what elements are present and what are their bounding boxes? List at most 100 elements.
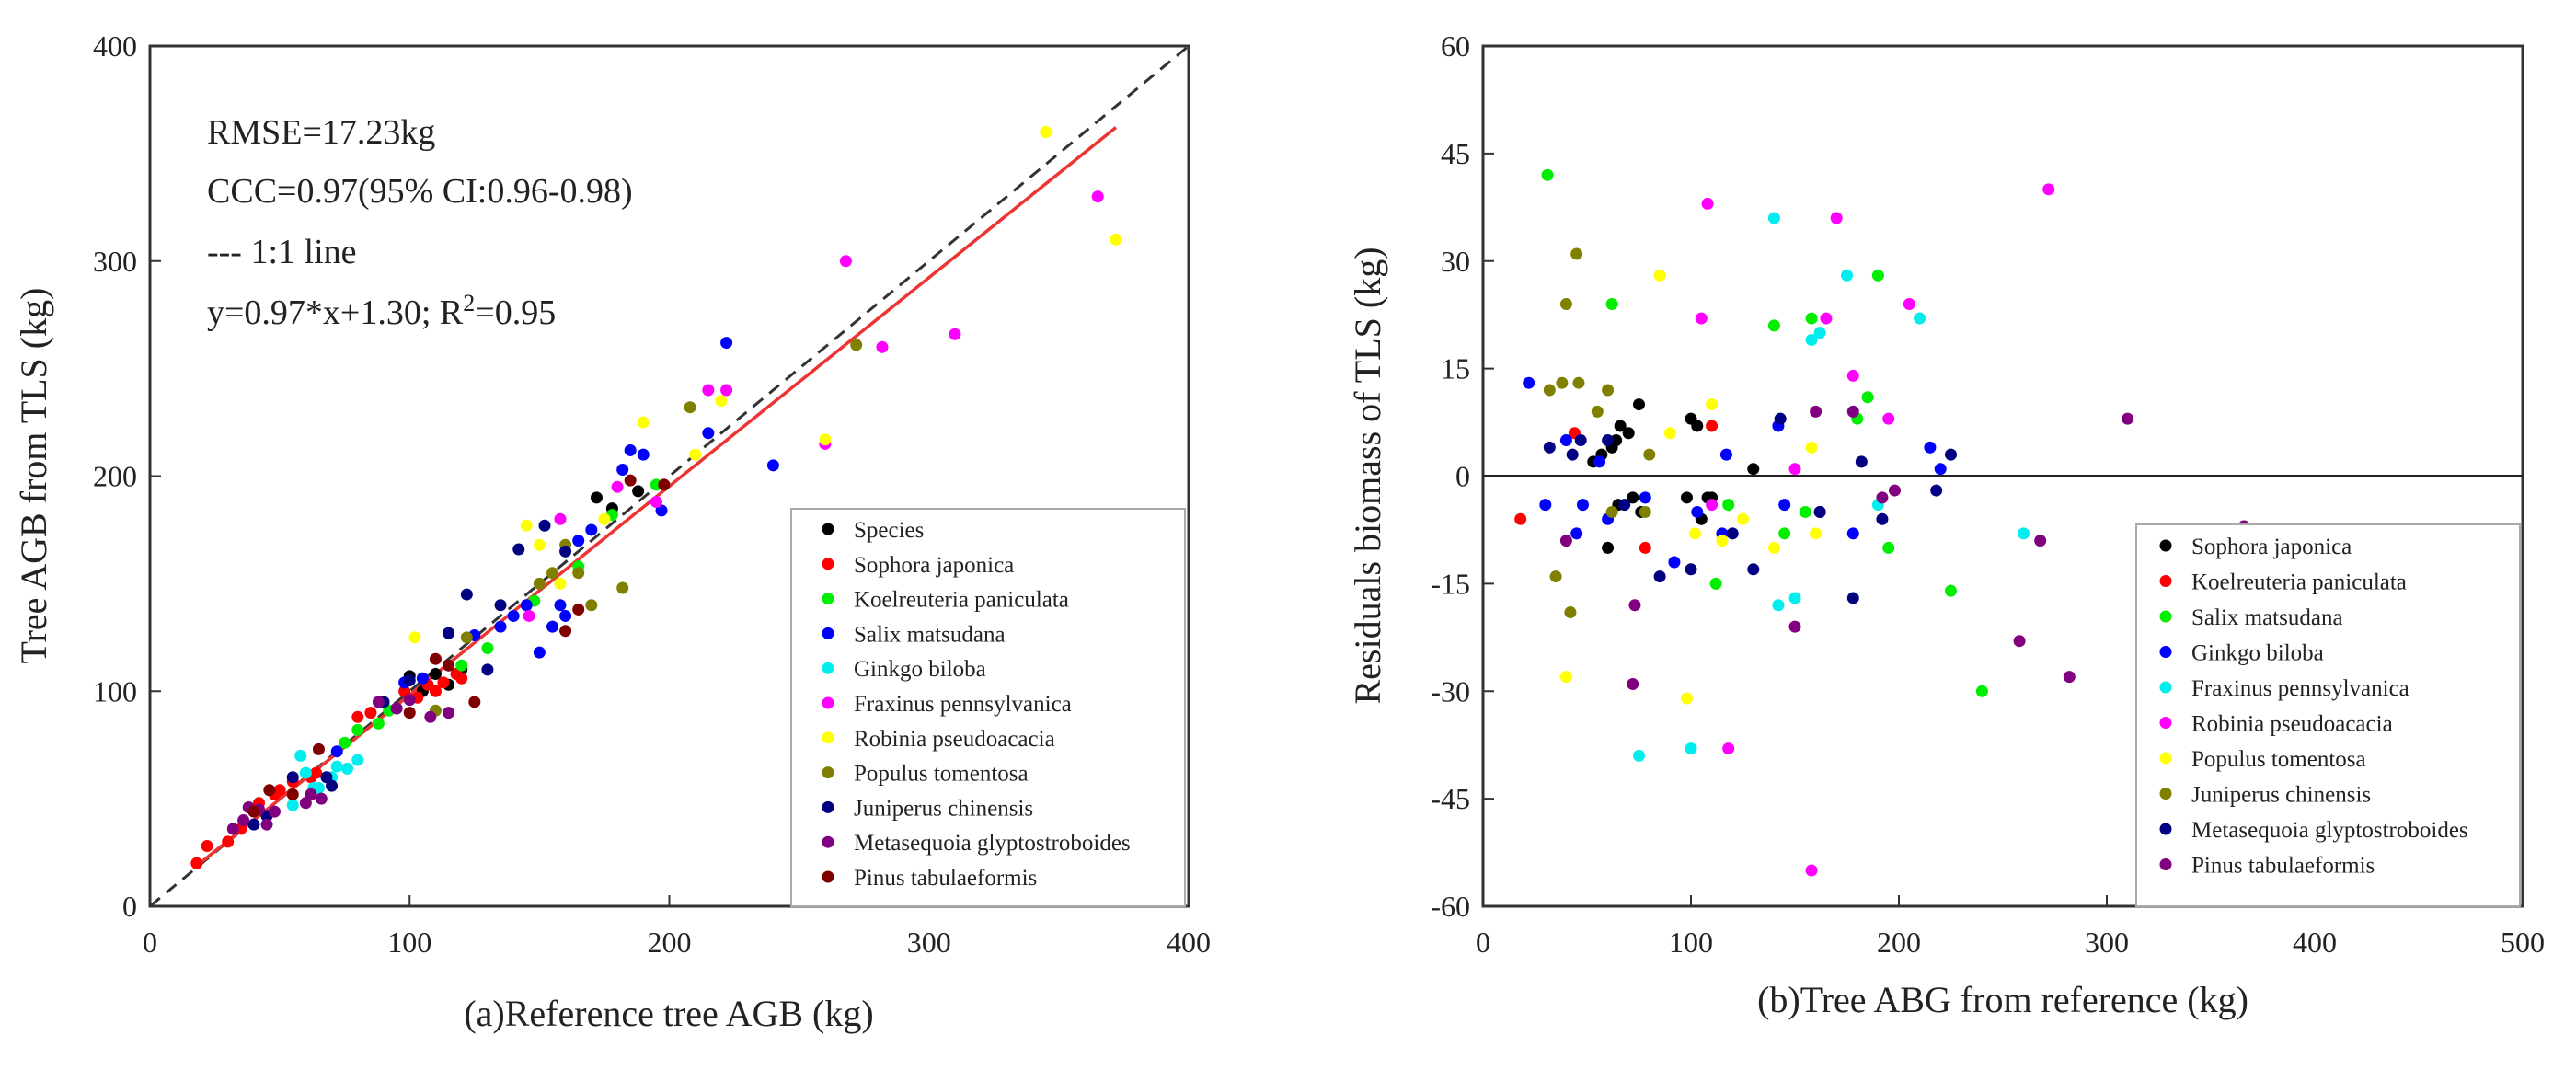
panel-b-point-ginkgo-biloba — [1539, 499, 1552, 512]
panel-a-point-pinus-tabulaeformis — [286, 788, 299, 800]
panel-a-point-juniperus-chinensis — [481, 663, 494, 676]
panel-b-point-ginkgo-biloba — [1778, 499, 1791, 512]
panel-b-point-koelreuteria-paniculata — [1639, 541, 1651, 554]
panel-b-y-tick-label: -15 — [1431, 567, 1470, 600]
panel-b-legend-box — [2135, 523, 2521, 907]
panel-a-legend-label-salix-matsudana: Salix matsudana — [854, 622, 1006, 647]
panel-a-point-salix-matsudana — [554, 599, 567, 612]
panel-a-point-salix-matsudana — [416, 672, 429, 685]
panel-a-point-juniperus-chinensis — [320, 771, 333, 784]
panel-b-point-robinia-pseudoacacia — [1695, 312, 1708, 325]
panel-b-point-fraxinus-pennsylvanica — [1914, 312, 1926, 325]
panel-a-legend-label-fraxinus-pennsylvanica: Fraxinus pennsylvanica — [854, 692, 1072, 717]
panel-a-legend-marker-populus-tomentosa — [822, 766, 834, 779]
panel-b-point-ginkgo-biloba — [1668, 556, 1681, 569]
x-axis-label-b: (b)Tree ABG from reference (kg) — [1757, 979, 2248, 1020]
panel-a-x-tick-label: 0 — [143, 926, 157, 959]
panel-b-y-tick-label: 60 — [1441, 29, 1470, 63]
panel-b-y-tick-label: -30 — [1431, 674, 1470, 708]
x-axis-label-a: (a)Reference tree AGB (kg) — [464, 993, 873, 1034]
panel-b-x-tick-label: 100 — [1669, 926, 1713, 959]
panel-a-point-metasequoia-glyptostroboides — [390, 702, 403, 715]
annotation-identity-line: --- 1:1 line — [207, 233, 357, 271]
panel-b-legend-label-robinia-pseudoacacia: Robinia pseudoacacia — [2191, 712, 2393, 737]
panel-a-point-metasequoia-glyptostroboides — [299, 797, 312, 810]
panel-b-point-metasequoia-glyptostroboides — [1618, 499, 1631, 512]
panel-a-y-tick-label: 100 — [93, 674, 137, 708]
panel-a-y-tick-label: 300 — [93, 245, 137, 278]
panel-b-point-metasequoia-glyptostroboides — [1543, 441, 1556, 454]
panel-a-point-pinus-tabulaeformis — [247, 805, 260, 818]
panel-a-point-salix-matsudana — [766, 459, 779, 472]
panel-a-legend-label-robinia-pseudoacacia: Robinia pseudoacacia — [854, 727, 1055, 752]
panel-b-point-juniperus-chinensis — [1559, 298, 1572, 310]
panel-b-point-pinus-tabulaeformis — [2122, 412, 2134, 425]
panel-a-legend-label-metasequoia-glyptostroboides: Metasequoia glyptostroboides — [854, 831, 1131, 856]
y-axis-label-a: Tree AGB from TLS (kg) — [13, 288, 54, 664]
panel-b-point-pinus-tabulaeformis — [1888, 484, 1901, 497]
panel-b-x-tick-label: 500 — [2501, 926, 2545, 959]
panel-b-legend-marker-salix-matsudana — [2159, 610, 2172, 623]
panel-a-point-pinus-tabulaeformis — [624, 474, 637, 487]
panel-b-point-populus-tomentosa — [1805, 441, 1818, 454]
panel-b-point-juniperus-chinensis — [1572, 376, 1585, 389]
panel-a-point-ginkgo-biloba — [351, 754, 364, 766]
panel-b-point-metasequoia-glyptostroboides — [1930, 484, 1943, 497]
panel-a-point-pinus-tabulaeformis — [559, 625, 572, 638]
panel-a-point-juniperus-chinensis — [247, 818, 260, 831]
panel-b-point-fraxinus-pennsylvanica — [1772, 599, 1785, 612]
panel-a-point-salix-matsudana — [637, 448, 650, 461]
panel-a-point-metasequoia-glyptostroboides — [305, 788, 317, 800]
panel-b-legend-label-koelreuteria-paniculata: Koelreuteria paniculata — [2191, 570, 2407, 595]
panel-a-point-fraxinus-pennsylvanica — [554, 512, 567, 525]
panel-a-point-fraxinus-pennsylvanica — [839, 255, 852, 268]
panel-b-point-robinia-pseudoacacia — [1701, 197, 1714, 210]
panel-b-point-sophora-japonica — [1680, 491, 1693, 504]
panel-a-point-koelreuteria-paniculata — [339, 736, 351, 749]
panel-a-point-salix-matsudana — [655, 504, 668, 517]
panel-a-point-juniperus-chinensis — [326, 779, 339, 792]
panel-a-point-pinus-tabulaeformis — [658, 478, 671, 491]
panel-b-point-juniperus-chinensis — [1602, 384, 1615, 397]
panel-a-point-populus-tomentosa — [850, 339, 863, 351]
points-a — [190, 126, 1122, 869]
panel-b-point-robinia-pseudoacacia — [1820, 312, 1833, 325]
panel-b-point-robinia-pseudoacacia — [1706, 499, 1719, 512]
panel-a-point-fraxinus-pennsylvanica — [523, 609, 535, 622]
panel-a-point-koelreuteria-paniculata — [372, 717, 385, 730]
panel-a-point-populus-tomentosa — [616, 581, 629, 594]
panel-b-legend-marker-robinia-pseudoacacia — [2159, 717, 2172, 729]
panel-b-point-populus-tomentosa — [1653, 269, 1666, 282]
panel-a-point-metasequoia-glyptostroboides — [268, 805, 281, 818]
panel-a-point-juniperus-chinensis — [286, 771, 299, 784]
panel-b-legend-label-metasequoia-glyptostroboides: Metasequoia glyptostroboides — [2191, 818, 2468, 843]
panel-b-point-sophora-japonica — [1627, 491, 1639, 504]
panel-b-point-salix-matsudana — [1541, 168, 1554, 181]
panel-b-point-fraxinus-pennsylvanica — [1841, 269, 1853, 282]
panel-a-y-tick-label: 0 — [122, 890, 137, 923]
panel-a-point-sophora-japonica — [190, 857, 203, 869]
axis-ticks-b: 0 100 200 300 400 500 -60 -45 -30 -15 0 15 30 45 60 — [1431, 29, 2545, 959]
panel-b-point-salix-matsudana — [1871, 269, 1884, 282]
panel-a-point-juniperus-chinensis — [512, 543, 525, 556]
panel-b-point-juniperus-chinensis — [1643, 448, 1656, 461]
panel-b-y-tick-label: 15 — [1441, 352, 1470, 385]
panel-b-x-tick-label: 0 — [1476, 926, 1490, 959]
panel-b-point-populus-tomentosa — [1810, 527, 1823, 540]
panel-b-point-sophora-japonica — [1633, 398, 1645, 411]
panel-b-point-metasequoia-glyptostroboides — [1566, 448, 1579, 461]
panel-b-x-tick-label: 200 — [1877, 926, 1921, 959]
panel-a-point-koelreuteria-paniculata — [351, 723, 364, 736]
panel-b-point-salix-matsudana — [1709, 577, 1722, 590]
panel-b-point-koelreuteria-paniculata — [1514, 512, 1527, 525]
panel-a-point-koelreuteria-paniculata — [481, 642, 494, 654]
panel-b-point-ginkgo-biloba — [1846, 527, 1859, 540]
panel-a-point-metasequoia-glyptostroboides — [237, 814, 250, 826]
panel-b-point-ginkgo-biloba — [1576, 499, 1589, 512]
panel-b-point-juniperus-chinensis — [1639, 505, 1651, 518]
panel-b-point-robinia-pseudoacacia — [1805, 864, 1818, 877]
panel-a-point-juniperus-chinensis — [494, 599, 507, 612]
panel-b-point-pinus-tabulaeformis — [1627, 677, 1639, 690]
panel-b-point-ginkgo-biloba — [1924, 441, 1937, 454]
panel-a-point-salix-matsudana — [624, 443, 637, 456]
